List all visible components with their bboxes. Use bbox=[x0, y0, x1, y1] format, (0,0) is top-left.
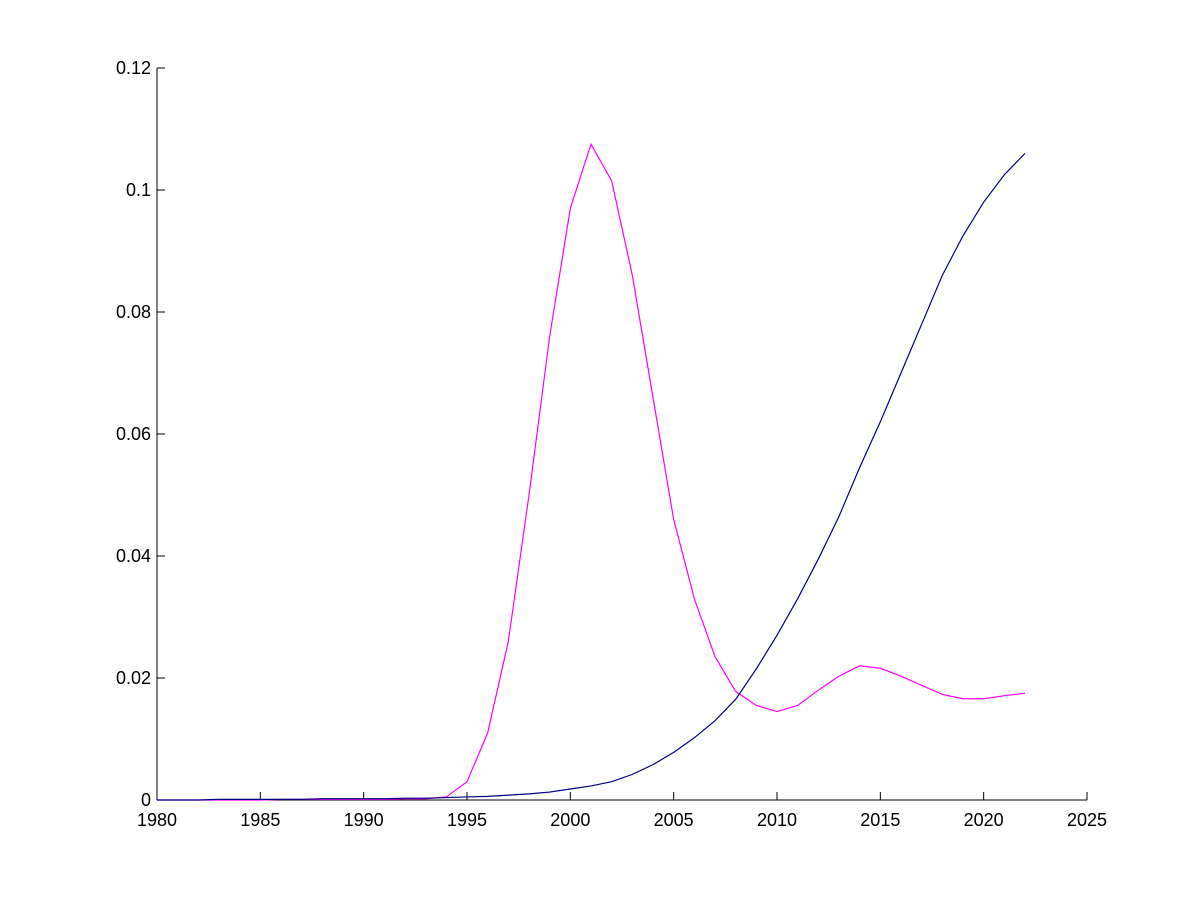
y-tick-label: 0.04 bbox=[116, 546, 151, 566]
x-tick-label: 1995 bbox=[447, 810, 487, 830]
x-tick-label: 2020 bbox=[964, 810, 1004, 830]
y-tick-label: 0.12 bbox=[116, 58, 151, 78]
y-tick-label: 0.08 bbox=[116, 302, 151, 322]
y-tick-label: 0 bbox=[141, 790, 151, 810]
x-tick-label: 2015 bbox=[860, 810, 900, 830]
x-tick-label: 2005 bbox=[654, 810, 694, 830]
x-tick-label: 1990 bbox=[344, 810, 384, 830]
y-tick-label: 0.1 bbox=[126, 180, 151, 200]
x-tick-label: 2000 bbox=[550, 810, 590, 830]
y-tick-label: 0.06 bbox=[116, 424, 151, 444]
line-series bbox=[157, 152, 1026, 801]
y-tick-label: 0.02 bbox=[116, 668, 151, 688]
x-tick-label: 1985 bbox=[240, 810, 280, 830]
x-tick-label: 2010 bbox=[757, 810, 797, 830]
x-tick-label: 2025 bbox=[1067, 810, 1107, 830]
x-tick-label: 1980 bbox=[137, 810, 177, 830]
